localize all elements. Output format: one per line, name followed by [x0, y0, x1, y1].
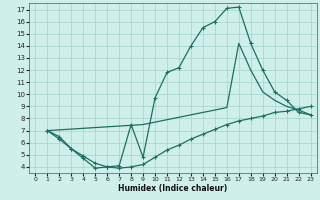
X-axis label: Humidex (Indice chaleur): Humidex (Indice chaleur) — [118, 184, 228, 193]
